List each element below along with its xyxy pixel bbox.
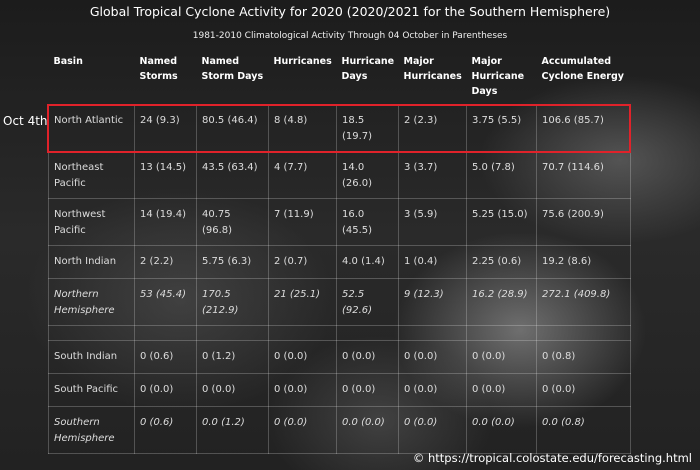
value-cell: 0 (0.0) xyxy=(134,373,197,407)
basin-cell: Southern Hemisphere xyxy=(48,406,135,454)
table-row: South Indian 0 (0.6) 0 (1.2) 0 (0.0) 0 (0.0)… xyxy=(48,340,631,374)
value-cell: 0 (0.0) xyxy=(268,340,337,374)
spacer-cell xyxy=(196,325,269,341)
value-cell: 1 (0.4) xyxy=(398,245,467,279)
value-cell: 0 (0.0) xyxy=(466,340,537,374)
value-cell: 0 (0.0) xyxy=(336,373,399,407)
header-row: Basin Named Storms Named Storm Days Hurrica… xyxy=(49,50,631,105)
value-cell: 40.75 (96.8) xyxy=(196,198,269,246)
value-cell: 106.6 (85.7) xyxy=(536,104,631,152)
spacer-cell xyxy=(48,325,135,341)
title: Global Tropical Cyclone Activity for 202… xyxy=(89,4,611,19)
table-row: North Indian 2 (2.2) 5.75 (6.3) 2 (0.7) 4.0 … xyxy=(48,245,631,279)
basin-cell: Northeast Pacific xyxy=(48,151,135,199)
row-group: South Indian 0 (0.6) 0 (1.2) 0 (0.0) 0 (0.0)… xyxy=(48,325,631,454)
basin-cell: Northwest Pacific xyxy=(48,198,135,246)
column-header: Major Hurricanes xyxy=(403,56,462,82)
value-cell: 4.0 (1.4) xyxy=(336,245,399,279)
value-cell: 2 (0.7) xyxy=(268,245,337,279)
value-cell: 14.0 (26.0) xyxy=(336,151,399,199)
value-cell: 43.5 (63.4) xyxy=(196,151,269,199)
value-cell: 0 (0.0) xyxy=(398,406,467,454)
value-cell: 272.1 (409.8) xyxy=(536,278,631,326)
value-cell: 75.6 (200.9) xyxy=(536,198,631,246)
basin-cell: North Indian xyxy=(48,245,135,279)
row-label: Oct 4th xyxy=(3,114,48,128)
spacer-cell xyxy=(536,325,631,341)
value-cell: 3 (5.9) xyxy=(398,198,467,246)
spacer-cell xyxy=(268,325,337,341)
value-cell: 0.0 (0.0) xyxy=(336,406,399,454)
value-cell: 24 (9.3) xyxy=(134,104,197,152)
row-group: North Atlantic 24 (9.3) 80.5 (46.4) 8 (4.8)… xyxy=(48,104,631,326)
value-cell: 14 (19.4) xyxy=(134,198,197,246)
value-cell: 0.0 (0.0) xyxy=(466,406,537,454)
value-cell: 0 (0.0) xyxy=(268,406,337,454)
value-cell: 7 (11.9) xyxy=(268,198,337,246)
value-cell: 0 (0.0) xyxy=(196,373,269,407)
value-cell: 5.25 (15.0) xyxy=(466,198,537,246)
value-cell: 19.2 (8.6) xyxy=(536,245,631,279)
value-cell: 4 (7.7) xyxy=(268,151,337,199)
value-cell: 0 (0.8) xyxy=(536,340,631,374)
value-cell: 16.0 (45.5) xyxy=(336,198,399,246)
table: Basin Named Storms Named Storm Days Hurrica… xyxy=(48,50,631,454)
spacer-cell xyxy=(336,325,399,341)
value-cell: 0.0 (0.8) xyxy=(536,406,631,454)
spacer-cell xyxy=(134,325,197,341)
spacer-cell xyxy=(466,325,537,341)
value-cell: 5.0 (7.8) xyxy=(466,151,537,199)
value-cell: 5.75 (6.3) xyxy=(196,245,269,279)
value-cell: 0 (0.0) xyxy=(536,373,631,407)
table-row: Northern Hemisphere 53 (45.4) 170.5 (212.9… xyxy=(48,278,631,326)
value-cell: 3.75 (5.5) xyxy=(466,104,537,152)
table-row: South Pacific 0 (0.0) 0 (0.0) 0 (0.0) 0 (0.0… xyxy=(48,373,631,407)
value-cell: 80.5 (46.4) xyxy=(196,104,269,152)
table-row: North Atlantic 24 (9.3) 80.5 (46.4) 8 (4.8)… xyxy=(48,104,631,152)
value-cell: 0 (0.0) xyxy=(398,373,467,407)
value-cell: 16.2 (28.9) xyxy=(466,278,537,326)
value-cell: 0 (0.0) xyxy=(336,340,399,374)
value-cell: 0 (1.2) xyxy=(196,340,269,374)
value-cell: 2 (2.2) xyxy=(134,245,197,279)
value-cell: 0 (0.0) xyxy=(466,373,537,407)
column-header: Named Storm Days xyxy=(201,56,264,82)
column-header: Hurricane Days xyxy=(341,56,395,82)
table-row: Northeast Pacific 13 (14.5) 43.5 (63.4) 4 (… xyxy=(48,151,631,199)
value-cell: 52.5 (92.6) xyxy=(336,278,399,326)
subtitle: 1981-2010 Climatological Activity Throug… xyxy=(192,31,508,41)
value-cell: 9 (12.3) xyxy=(398,278,467,326)
footer: © https://tropical.colostate.edu/forecas… xyxy=(412,451,692,465)
value-cell: 53 (45.4) xyxy=(134,278,197,326)
table-row: Southern Hemisphere 0 (0.6) 0.0 (1.2) 0 (0.… xyxy=(48,406,631,454)
spacer-cell xyxy=(398,325,467,341)
basin-cell: Northern Hemisphere xyxy=(48,278,135,326)
column-header: Basin xyxy=(53,56,83,67)
value-cell: 2.25 (0.6) xyxy=(466,245,537,279)
value-cell: 21 (25.1) xyxy=(268,278,337,326)
value-cell: 3 (3.7) xyxy=(398,151,467,199)
value-cell: 70.7 (114.6) xyxy=(536,151,631,199)
column-header: Named Storms xyxy=(139,56,178,82)
value-cell: 0 (0.6) xyxy=(134,406,197,454)
value-cell: 13 (14.5) xyxy=(134,151,197,199)
value-cell: 170.5 (212.9) xyxy=(196,278,269,326)
column-header: Accumulated Cyclone Energy xyxy=(541,56,624,82)
basin-cell: South Pacific xyxy=(48,373,135,407)
value-cell: 2 (2.3) xyxy=(398,104,467,152)
value-cell: 0.0 (1.2) xyxy=(196,406,269,454)
spacer-row xyxy=(48,325,631,341)
basin-cell: North Atlantic xyxy=(48,104,135,152)
basin-cell: South Indian xyxy=(48,340,135,374)
value-cell: 0 (0.6) xyxy=(134,340,197,374)
value-cell: 18.5 (19.7) xyxy=(336,104,399,152)
value-cell: 0 (0.0) xyxy=(398,340,467,374)
table-row: Northwest Pacific 14 (19.4) 40.75 (96.8) 7 … xyxy=(48,198,631,246)
value-cell: 8 (4.8) xyxy=(268,104,337,152)
value-cell: 0 (0.0) xyxy=(268,373,337,407)
column-header: Major Hurricane Days xyxy=(471,56,525,97)
column-header: Hurricanes xyxy=(273,56,332,67)
